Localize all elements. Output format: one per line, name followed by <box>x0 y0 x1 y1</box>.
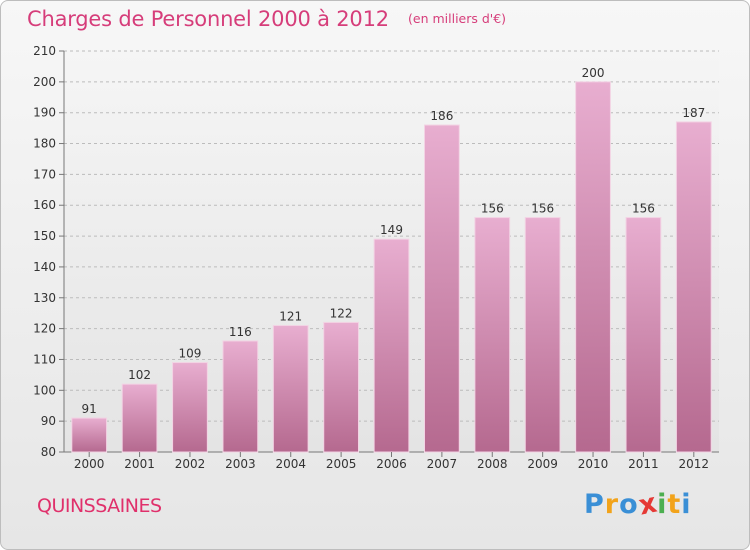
x-tick-label: 2006 <box>376 457 407 471</box>
bar <box>675 121 712 453</box>
bar <box>121 383 158 453</box>
bar <box>172 362 208 453</box>
proxiti-logo: Proxiti <box>584 487 692 521</box>
y-tick-label: 120 <box>33 322 56 336</box>
bar-value-label: 149 <box>380 223 403 237</box>
x-tick-label: 2002 <box>175 457 206 471</box>
y-tick-label: 140 <box>33 260 56 274</box>
y-tick-label: 100 <box>33 383 56 397</box>
bar-value-label: 121 <box>279 310 302 324</box>
logo-letter: t <box>667 489 682 520</box>
y-tick-label: 90 <box>41 414 56 428</box>
bar <box>575 81 611 453</box>
bar-chart: 8090100110120130140150160170180190200210… <box>33 44 719 471</box>
bar <box>222 340 259 453</box>
bar <box>272 325 309 453</box>
logo-letter: o <box>619 489 639 520</box>
y-tick-label: 130 <box>33 291 56 305</box>
bar <box>71 417 108 453</box>
y-tick-label: 210 <box>33 44 56 58</box>
x-tick-label: 2007 <box>427 457 458 471</box>
x-tick-label: 2010 <box>578 457 609 471</box>
chart-title: Charges de Personnel 2000 à 2012 <box>27 7 389 31</box>
bar-value-label: 109 <box>179 347 202 361</box>
logo-letter: r <box>604 489 620 520</box>
chart-subtitle: (en milliers d'€) <box>408 11 507 26</box>
y-tick-label: 200 <box>33 75 56 89</box>
x-tick-label: 2003 <box>225 457 256 471</box>
x-tick-label: 2012 <box>679 457 710 471</box>
x-tick-label: 2000 <box>74 457 105 471</box>
y-tick-label: 150 <box>33 229 56 243</box>
y-tick-label: 180 <box>33 137 56 151</box>
bar <box>373 238 410 453</box>
bar-value-label: 156 <box>531 202 554 216</box>
x-tick-label: 2004 <box>275 457 306 471</box>
bar-value-label: 102 <box>128 368 151 382</box>
bar-value-label: 91 <box>82 402 97 416</box>
bar <box>424 124 460 453</box>
x-tick-label: 2008 <box>477 457 508 471</box>
y-tick-label: 110 <box>33 352 56 366</box>
x-tick-label: 2001 <box>124 457 155 471</box>
logo-letter: P <box>584 489 605 520</box>
bar-value-label: 116 <box>229 325 252 339</box>
bar <box>524 217 561 453</box>
bar-value-label: 122 <box>330 306 353 320</box>
commune-name: QUINSSAINES <box>37 495 162 517</box>
x-tick-label: 2011 <box>628 457 659 471</box>
y-tick-label: 170 <box>33 167 56 181</box>
logo-letter: i <box>657 489 668 520</box>
bar <box>474 217 511 453</box>
bar <box>625 217 662 453</box>
bar <box>323 321 359 453</box>
y-tick-label: 160 <box>33 198 56 212</box>
logo-letter: i <box>681 489 692 520</box>
chart-header: Charges de Personnel 2000 à 2012 (en mil… <box>27 7 506 31</box>
y-tick-label: 190 <box>33 106 56 120</box>
bar-value-label: 156 <box>481 202 504 216</box>
bar-value-label: 200 <box>582 66 605 80</box>
x-tick-label: 2009 <box>527 457 558 471</box>
y-tick-label: 80 <box>41 445 56 459</box>
bar-value-label: 186 <box>430 109 453 123</box>
bar-value-label: 156 <box>632 202 655 216</box>
x-tick-label: 2005 <box>326 457 357 471</box>
bar-value-label: 187 <box>682 106 705 120</box>
